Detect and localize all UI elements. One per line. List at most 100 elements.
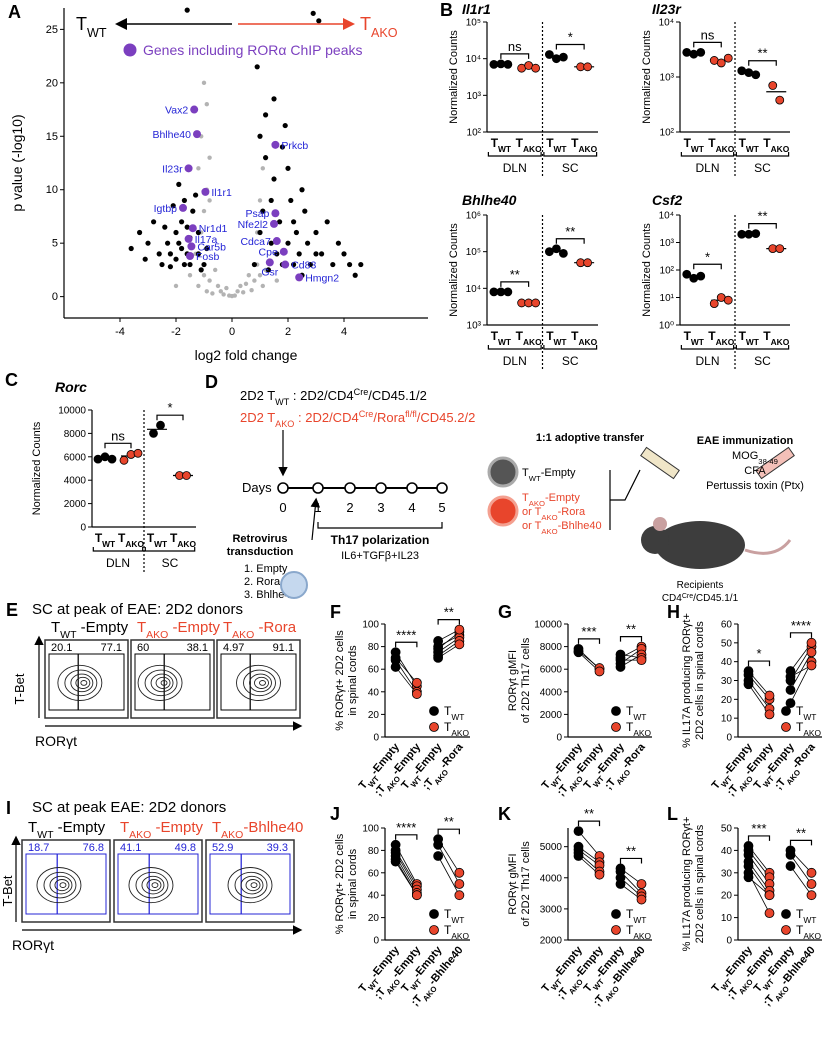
- significance-label: **: [626, 843, 636, 858]
- data-point: [193, 192, 199, 198]
- data-point: [173, 229, 179, 236]
- chart-title: Il1r1: [462, 1, 491, 17]
- panel-title: SC at peak EAE: 2D2 donors: [32, 799, 226, 816]
- gate: [56, 853, 107, 915]
- y-tick-label: 8000: [64, 429, 87, 440]
- y-tick-label: 60: [368, 665, 380, 676]
- contour: [43, 871, 77, 899]
- data-point: [324, 219, 330, 225]
- y-tick-label: 50: [721, 824, 733, 835]
- contour: [128, 867, 174, 904]
- legend-marker: [781, 722, 791, 732]
- percentage: 76.8: [83, 842, 104, 854]
- legend-label: TAKO: [444, 720, 470, 738]
- text-part: T: [76, 14, 87, 34]
- text-part: T: [444, 720, 452, 734]
- data-point: [743, 666, 754, 676]
- data-point: [179, 245, 185, 252]
- text-part: T: [626, 907, 634, 921]
- text-part: T: [571, 136, 579, 150]
- data-point: [207, 155, 212, 160]
- data-point: [319, 251, 325, 257]
- data-point: [411, 689, 422, 699]
- y-tick-label: 10³: [660, 238, 675, 249]
- text-part: T: [684, 136, 692, 150]
- text-part: WT: [633, 915, 646, 925]
- y-tick-label: 10³: [467, 321, 482, 332]
- significance-label: **: [626, 622, 636, 637]
- text-part: T: [626, 720, 634, 734]
- text-part: WT: [554, 337, 568, 347]
- text-part: AKO: [633, 931, 651, 941]
- data-point: [291, 261, 297, 268]
- donor-label: 2D2 TWT : 2D2/CD4Cre/CD45.1/2: [240, 387, 427, 407]
- data-point: [272, 237, 281, 246]
- contour: [49, 875, 73, 895]
- text-part: T: [684, 329, 692, 343]
- text-part: T: [444, 923, 452, 937]
- data-point: [193, 130, 201, 139]
- y-tick-label: 10⁴: [466, 284, 481, 295]
- text-part: WT: [746, 144, 760, 154]
- y-axis-label: Normalized Counts: [448, 223, 460, 317]
- data-point: [751, 70, 761, 80]
- x-tick-label: TAKO: [516, 136, 542, 154]
- data-point: [454, 624, 465, 635]
- point-label: Cpe: [259, 247, 278, 259]
- legend-label: TAKO: [444, 923, 470, 941]
- data-point: [179, 219, 185, 225]
- contour: [227, 867, 273, 904]
- annotation: TWT: [76, 14, 107, 40]
- text-part: T: [28, 819, 37, 836]
- data-point: [390, 653, 401, 663]
- text-part: -Empty: [541, 467, 576, 479]
- text-part: /Rora: [373, 410, 406, 425]
- x-tick-label: TAKO: [708, 329, 734, 347]
- y-tick-label: 10⁴: [466, 54, 481, 65]
- data-point: [305, 240, 311, 246]
- text-part: -Bhlhe40: [558, 520, 602, 532]
- contour: [250, 882, 258, 888]
- flow-plot: [44, 639, 129, 719]
- y-tick-label: 20: [721, 891, 733, 902]
- contour: [135, 871, 169, 899]
- contour: [146, 879, 162, 892]
- y-tick-label: 0: [726, 936, 732, 947]
- data-point: [204, 245, 210, 252]
- text-part: AKO: [451, 931, 469, 941]
- text-part: WT: [102, 539, 116, 549]
- x-tick-label: TAKO: [571, 136, 597, 154]
- data-point: [196, 166, 201, 171]
- text-part: /CD45.1/2: [368, 388, 427, 403]
- x-axis-label: RORγt: [35, 733, 77, 749]
- mouse: [641, 526, 669, 554]
- data-point: [295, 273, 304, 282]
- text-part: WT: [691, 144, 705, 154]
- x-tick-label: 2: [285, 326, 291, 338]
- sample-label: TWT -Empty: [51, 619, 129, 641]
- point-label: Nfe2l2: [238, 219, 269, 231]
- group-bracket: [735, 345, 790, 350]
- point-label: Hmgn2: [305, 272, 339, 284]
- data-point: [806, 660, 817, 671]
- text-part: T: [763, 329, 771, 343]
- point-label: Igtbp: [154, 203, 178, 215]
- group-bracket: [92, 547, 144, 552]
- data-point: [270, 219, 278, 228]
- contour: [57, 664, 103, 701]
- data-point: [454, 879, 465, 889]
- day-marker: [406, 482, 418, 494]
- y-tick-label: 40: [721, 657, 733, 668]
- y-tick-label: 10⁴: [659, 18, 674, 29]
- significance-label: **: [565, 224, 575, 239]
- panel-letter: C: [5, 370, 18, 390]
- text-part: AKO: [803, 728, 821, 738]
- day-marker: [277, 482, 289, 494]
- data-point: [573, 851, 584, 861]
- flow-plot: [130, 639, 215, 719]
- contour: [234, 871, 268, 899]
- data-point: [775, 244, 785, 254]
- data-point: [145, 240, 151, 246]
- significance-label: ****: [396, 820, 416, 835]
- data-point: [279, 247, 288, 256]
